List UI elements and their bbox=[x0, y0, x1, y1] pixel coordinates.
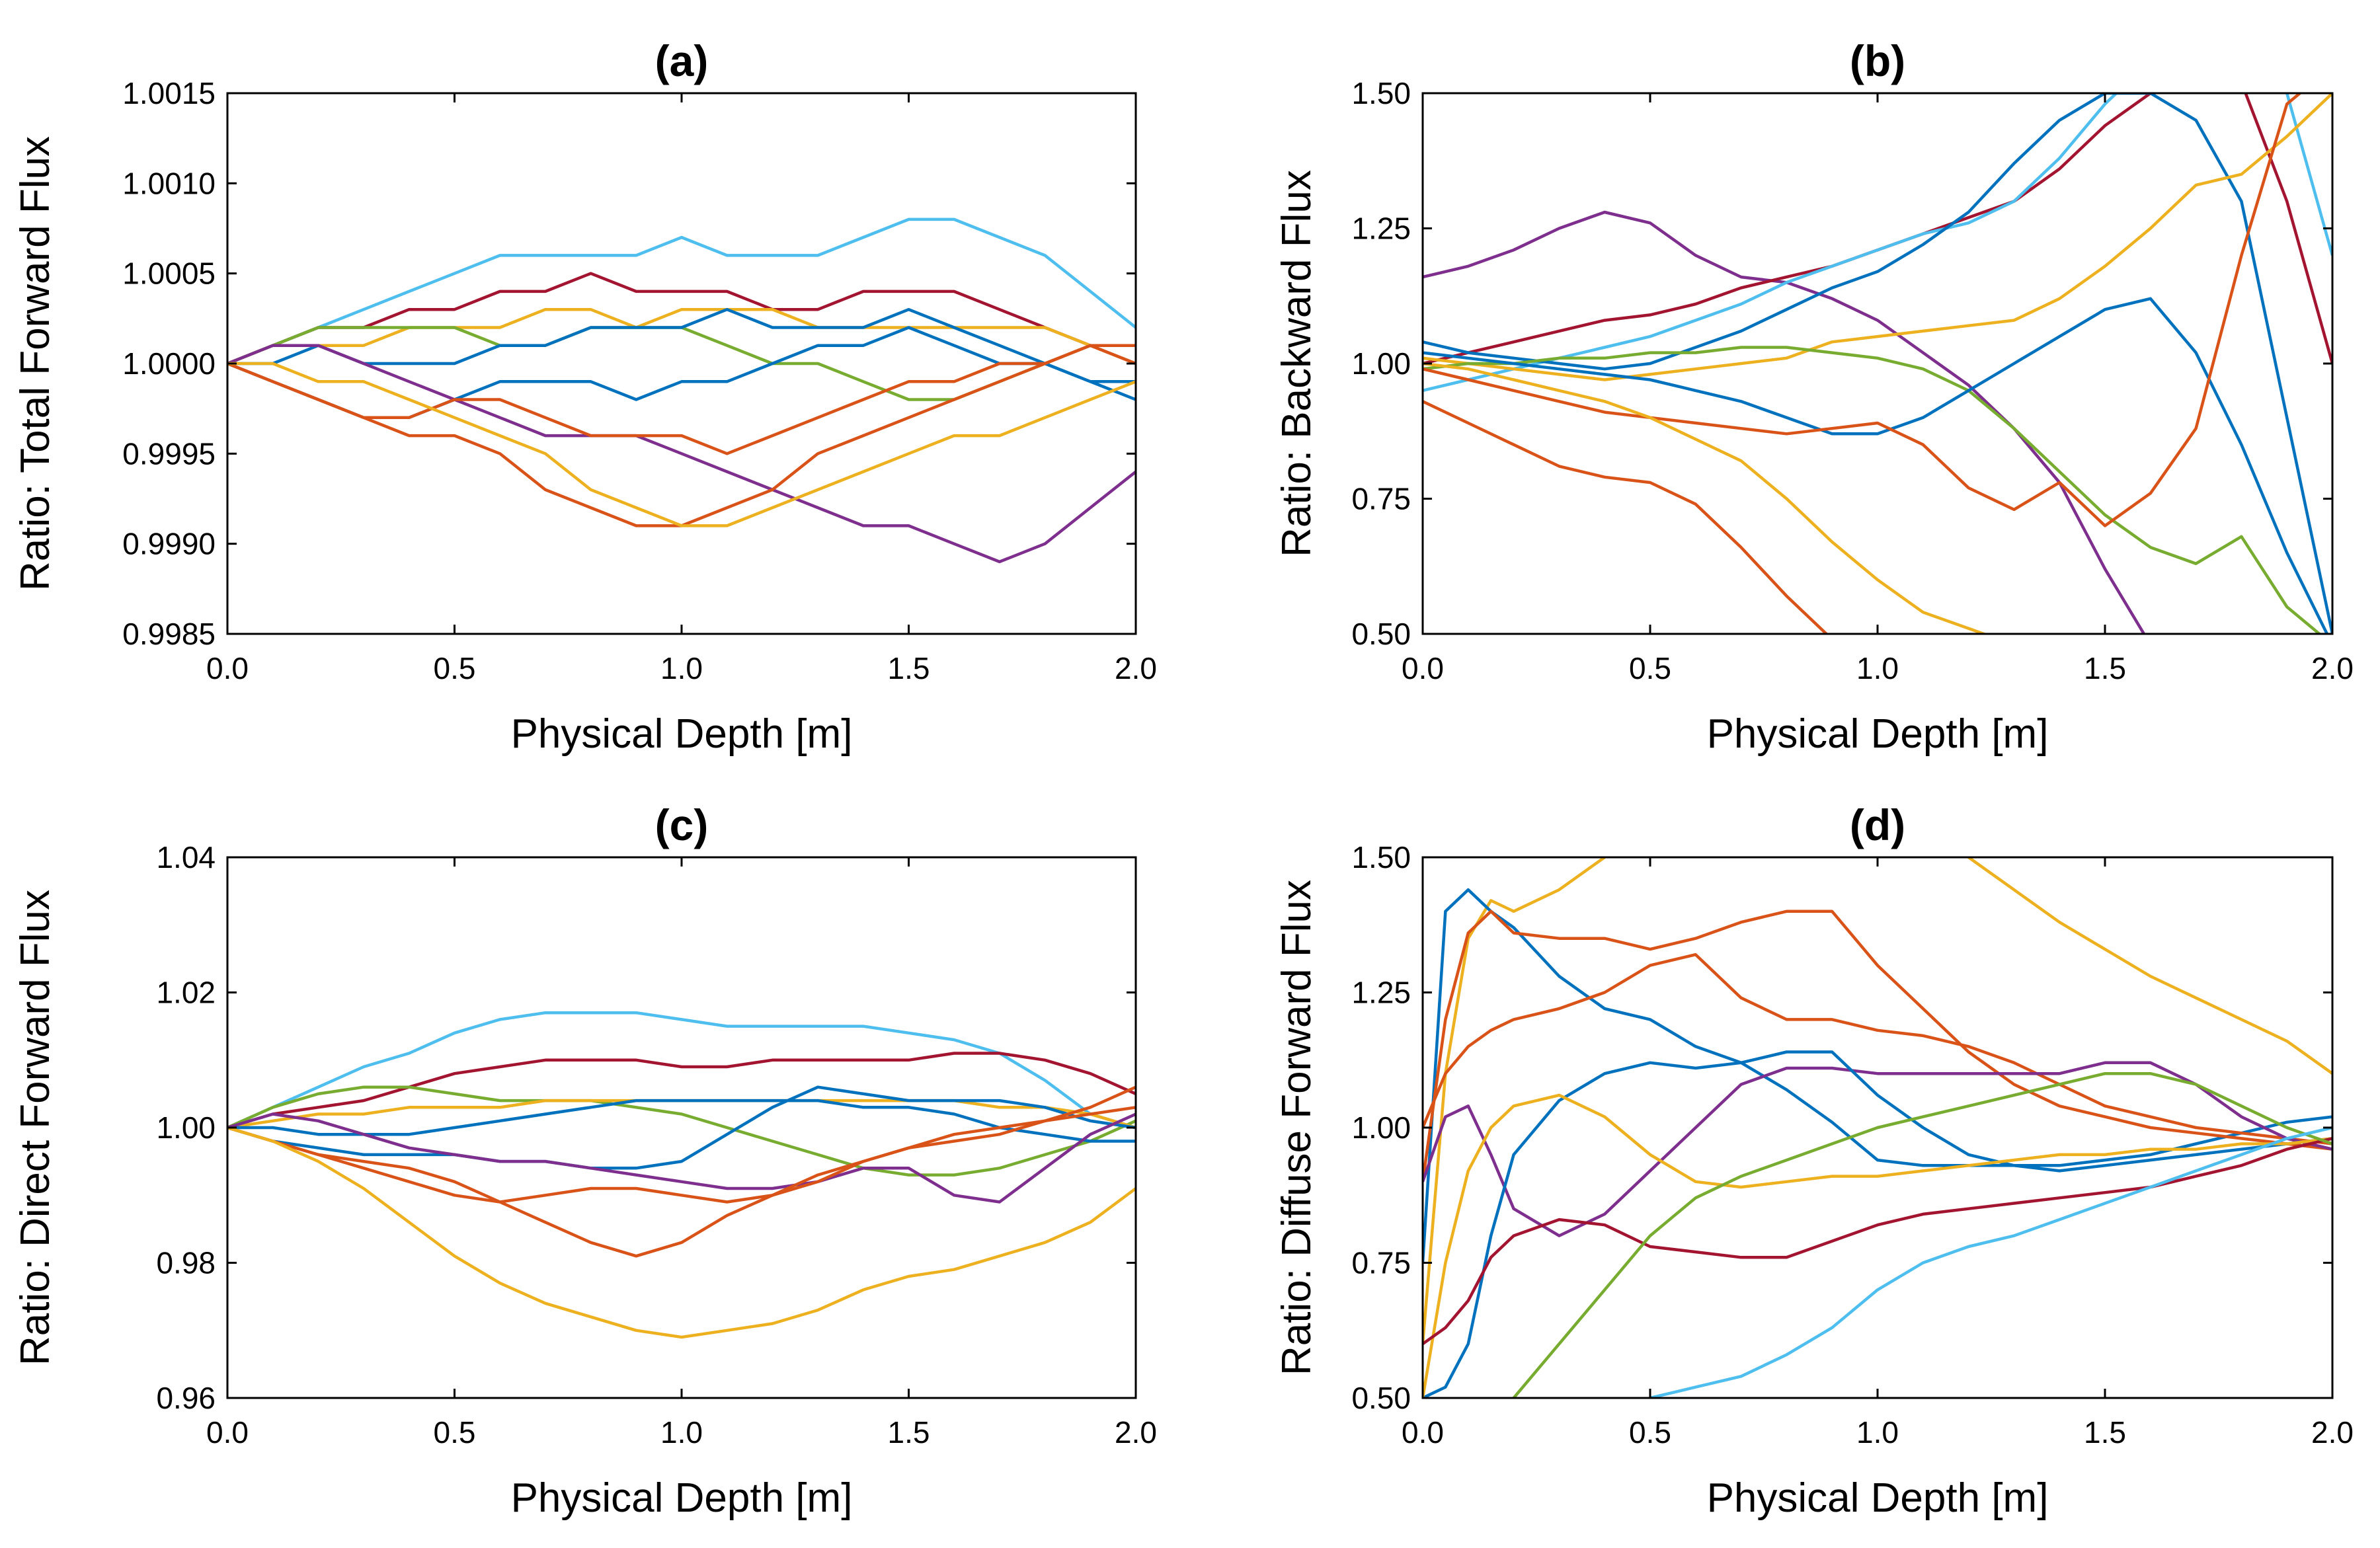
series-line-blue-up bbox=[1423, 93, 2332, 634]
series-line-blue-mid bbox=[1423, 1050, 2332, 1398]
series-line-purple bbox=[1423, 1061, 2332, 1237]
series-group bbox=[1423, 857, 2332, 1398]
chart-title: (c) bbox=[655, 800, 709, 849]
series-line-light-blue bbox=[1423, 93, 2332, 393]
panel-c: 0.0 0.5 1.0 1.5 2.0 0.96 0.98 1.00 1.02 1.04 (c) Ph… bbox=[13, 800, 1157, 1521]
panel-b: 0.0 0.5 1.0 1.5 2.0 0.50 0.75 1.00 1.25 1.50 (b) Ph… bbox=[1274, 36, 2354, 757]
y-tick-label: 0.75 bbox=[1351, 1246, 1411, 1280]
y-tick-label: 1.00 bbox=[1351, 346, 1411, 381]
y-tick-label: 1.0015 bbox=[122, 76, 216, 110]
series-line-orange-mid bbox=[1423, 952, 2332, 1145]
series-line-yellow-lower bbox=[227, 1126, 1136, 1339]
series-line-green bbox=[1423, 346, 2322, 634]
y-tick-label: 1.50 bbox=[1351, 76, 1411, 110]
x-tick-label: 1.5 bbox=[2084, 1415, 2126, 1450]
x-tick-label: 1.5 bbox=[2084, 651, 2126, 685]
y-tick-label: 1.04 bbox=[156, 840, 216, 874]
series-line-orange-high bbox=[1423, 909, 2332, 1182]
series-line-blue-upper bbox=[227, 1085, 1136, 1170]
chart-title: (a) bbox=[655, 36, 709, 85]
series-line-light-blue bbox=[227, 217, 1136, 366]
x-tick-label: 2.0 bbox=[2311, 1415, 2354, 1450]
x-axis-label: Physical Depth [m] bbox=[1707, 1475, 2049, 1521]
series-line-green bbox=[227, 1085, 1136, 1177]
chart-title: (d) bbox=[1850, 800, 1905, 849]
series-line-orange-upper bbox=[227, 1106, 1136, 1204]
x-tick-label: 0.0 bbox=[1402, 1415, 1444, 1450]
y-tick-label: 0.9990 bbox=[122, 527, 216, 561]
x-axis-label: Physical Depth [m] bbox=[511, 711, 853, 757]
series-line-blue-lower bbox=[227, 326, 1136, 420]
series-line-yellow-mid bbox=[1423, 1093, 2332, 1398]
y-tick-label: 0.9985 bbox=[122, 617, 216, 651]
series-line-blue-upper bbox=[227, 307, 1136, 401]
series-line-orange-low bbox=[1423, 400, 1829, 634]
y-tick-label: 1.00 bbox=[156, 1110, 216, 1145]
x-tick-label: 1.0 bbox=[1856, 651, 1899, 685]
x-tick-label: 1.5 bbox=[888, 651, 930, 685]
x-tick-label: 0.0 bbox=[206, 1415, 249, 1450]
x-axis-label: Physical Depth [m] bbox=[1707, 711, 2049, 757]
series-line-orange-lower bbox=[227, 1085, 1136, 1258]
x-tick-label: 1.0 bbox=[660, 651, 703, 685]
y-tick-label: 1.25 bbox=[1351, 212, 1411, 246]
series-line-dark-red bbox=[227, 272, 1136, 366]
y-tick-label: 0.50 bbox=[1351, 617, 1411, 651]
y-tick-label: 1.00 bbox=[1351, 1110, 1411, 1145]
y-tick-label: 0.75 bbox=[1351, 482, 1411, 516]
x-tick-label: 2.0 bbox=[1115, 651, 1157, 685]
x-tick-label: 1.0 bbox=[1856, 1415, 1899, 1450]
y-axis-label: Ratio: Diffuse Forward Flux bbox=[1274, 880, 1320, 1375]
x-tick-label: 0.5 bbox=[434, 651, 476, 685]
series-line-purple bbox=[227, 1112, 1136, 1204]
series-line-yellow-up bbox=[1423, 93, 2332, 381]
x-tick-label: 2.0 bbox=[2311, 651, 2354, 685]
panel-a: 0.0 0.5 1.0 1.5 2.0 0.9985 0.9990 0.9995 1.0000 1… bbox=[13, 36, 1157, 757]
x-tick-label: 2.0 bbox=[1115, 1415, 1157, 1450]
x-tick-label: 0.0 bbox=[1402, 651, 1444, 685]
x-tick-label: 0.0 bbox=[206, 651, 249, 685]
panel-d: 0.0 0.5 1.0 1.5 2.0 0.50 0.75 1.00 1.25 1.50 (d) Ph… bbox=[1274, 800, 2354, 1521]
y-tick-label: 0.50 bbox=[1351, 1381, 1411, 1415]
series-line-orange-mid bbox=[227, 344, 1136, 455]
series-group bbox=[1423, 93, 2332, 634]
series-line-yellow-lower bbox=[227, 362, 1136, 527]
series-line-yellow-upper bbox=[227, 307, 1136, 366]
y-tick-label: 1.25 bbox=[1351, 976, 1411, 1010]
y-tick-label: 1.50 bbox=[1351, 840, 1411, 874]
series-line-yellow-high bbox=[1423, 857, 2332, 1344]
x-axis-label: Physical Depth [m] bbox=[511, 1475, 853, 1521]
y-tick-label: 0.96 bbox=[156, 1381, 216, 1415]
series-line-light-blue bbox=[227, 1011, 1136, 1130]
series-line-light-blue bbox=[1649, 1126, 2332, 1398]
series-line-purple bbox=[227, 344, 1136, 564]
y-tick-label: 0.98 bbox=[156, 1246, 216, 1280]
series-line-blue-peak bbox=[1423, 888, 2332, 1263]
series-line-dark-red bbox=[227, 1052, 1136, 1130]
x-tick-label: 0.5 bbox=[1629, 651, 1671, 685]
series-line-dark-red bbox=[1423, 1137, 2332, 1346]
series-group bbox=[227, 217, 1136, 564]
y-tick-label: 1.0010 bbox=[122, 166, 216, 200]
y-tick-label: 1.0000 bbox=[122, 346, 216, 381]
series-line-blue-lower bbox=[227, 1099, 1136, 1143]
x-tick-label: 0.5 bbox=[434, 1415, 476, 1450]
series-line-orange-mid bbox=[1423, 93, 2303, 527]
chart-title: (b) bbox=[1850, 36, 1905, 85]
y-axis-label: Ratio: Direct Forward Flux bbox=[13, 890, 58, 1366]
series-line-blue-mid bbox=[1423, 297, 2329, 634]
y-tick-label: 1.0005 bbox=[122, 256, 216, 291]
x-tick-label: 1.5 bbox=[888, 1415, 930, 1450]
y-axis-label: Ratio: Total Forward Flux bbox=[13, 136, 58, 591]
series-line-yellow-low bbox=[1423, 362, 1989, 634]
series-line-green bbox=[1512, 1071, 2332, 1398]
series-group bbox=[227, 1011, 1136, 1339]
x-tick-label: 1.0 bbox=[660, 1415, 703, 1450]
x-tick-label: 0.5 bbox=[1629, 1415, 1671, 1450]
y-tick-label: 1.02 bbox=[156, 976, 216, 1010]
y-tick-label: 0.9995 bbox=[122, 436, 216, 471]
y-axis-label: Ratio: Backward Flux bbox=[1274, 170, 1320, 557]
